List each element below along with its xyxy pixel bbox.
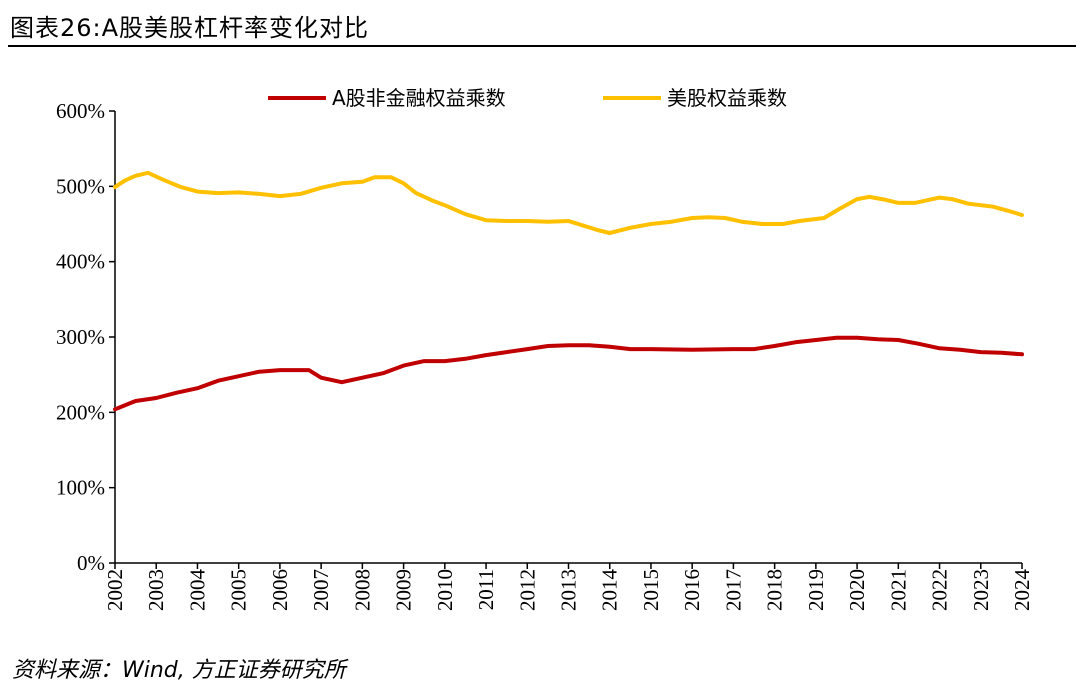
x-tick-label: 2003	[144, 569, 168, 611]
x-tick-label: 2004	[185, 569, 209, 612]
x-tick-label: 2022	[928, 569, 952, 611]
x-tick-label: 2023	[969, 569, 993, 611]
x-tick-label: 2010	[433, 569, 457, 611]
y-tick-label: 400%	[56, 250, 105, 274]
x-tick-label: 2006	[268, 569, 292, 611]
y-tick-label: 200%	[56, 400, 105, 424]
figure-title: 图表26:A股美股杠杆率变化对比	[10, 14, 370, 42]
x-tick-label: 2024	[1010, 569, 1034, 612]
legend-label: 美股权益乘数	[667, 86, 787, 110]
x-tick-label: 2005	[227, 569, 251, 611]
x-tick-label: 2018	[763, 569, 787, 611]
x-tick-label: 2007	[309, 569, 333, 611]
x-tick-label: 2017	[721, 569, 745, 611]
x-tick-label: 2012	[515, 569, 539, 611]
x-tick-label: 2019	[804, 569, 828, 611]
y-tick-label: 300%	[56, 325, 105, 349]
title-divider	[8, 45, 1076, 47]
y-tick-label: 600%	[56, 99, 105, 123]
x-tick-label: 2011	[474, 569, 498, 610]
x-tick-label: 2008	[350, 569, 374, 611]
y-tick-label: 100%	[56, 476, 105, 500]
legend-label: A股非金融权益乘数	[332, 86, 506, 110]
x-tick-label: 2014	[598, 569, 622, 612]
x-tick-label: 2002	[103, 569, 127, 611]
y-tick-label: 500%	[56, 174, 105, 198]
x-tick-label: 2020	[845, 569, 869, 611]
x-tick-label: 2015	[639, 569, 663, 611]
x-tick-label: 2009	[392, 569, 416, 611]
y-tick-label: 0%	[77, 551, 105, 575]
series-line-1	[113, 335, 1024, 412]
source-note: 资料来源：Wind, 方正证券研究所	[12, 658, 346, 683]
x-tick-label: 2013	[557, 569, 581, 611]
x-tick-label: 2016	[680, 569, 704, 611]
x-tick-label: 2021	[886, 569, 910, 611]
series-line-2	[113, 170, 1024, 235]
